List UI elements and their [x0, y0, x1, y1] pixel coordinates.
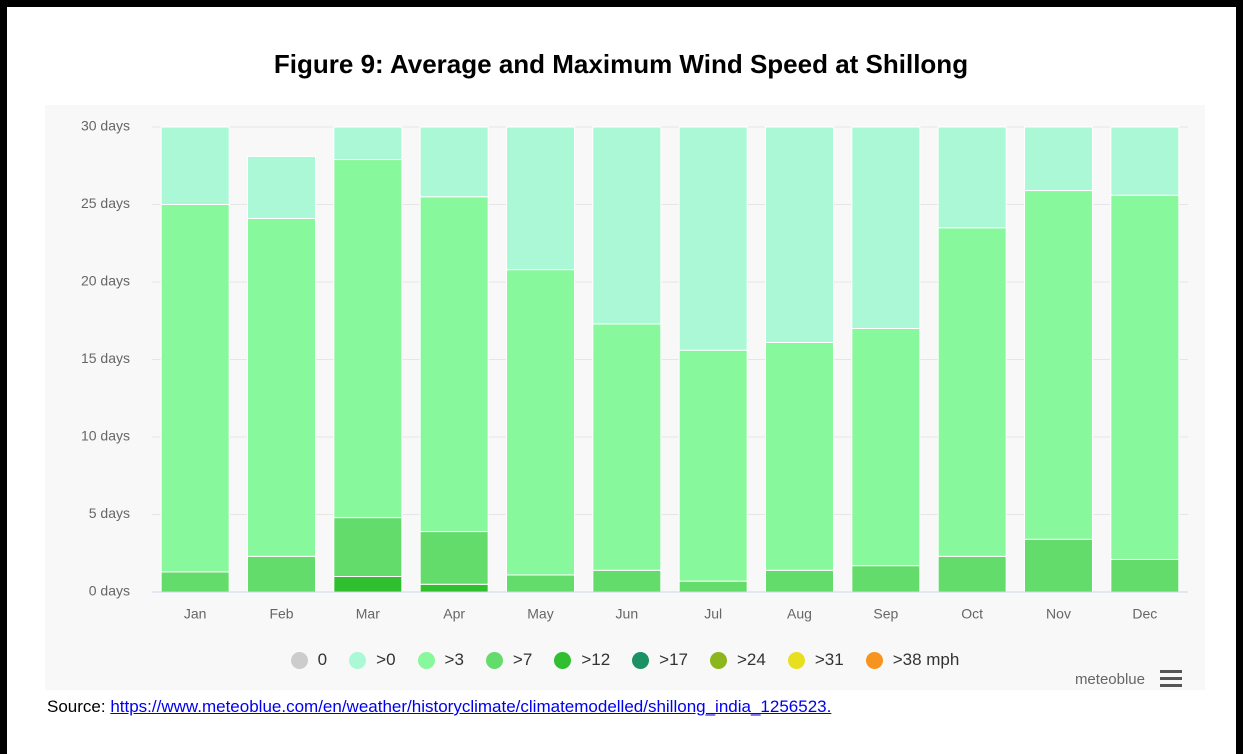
x-tick-label: Aug: [787, 606, 812, 622]
legend-label[interactable]: >3: [444, 650, 464, 669]
bar-segment: [1024, 538, 1093, 593]
bar-segment: [678, 126, 748, 351]
source: Source: https://www.meteoblue.com/en/wea…: [47, 697, 831, 717]
bar-segment: [419, 531, 489, 585]
bar-segment: [160, 126, 230, 205]
bar-segment: [247, 555, 316, 593]
x-tick-label: Jun: [616, 606, 639, 622]
bar-segment: [1024, 126, 1093, 192]
border-left: [0, 0, 7, 754]
bar-segment: [937, 555, 1007, 593]
bar-segment: [1110, 558, 1180, 593]
bar-segment: [592, 126, 662, 325]
legend-item[interactable]: >12: [554, 650, 610, 670]
bar-segment: [506, 269, 575, 576]
bar-segment: [419, 583, 489, 593]
legend-label[interactable]: 0: [317, 650, 328, 669]
bar-segment: [419, 196, 489, 533]
menu-icon[interactable]: [1160, 670, 1182, 687]
x-tick-label: May: [527, 606, 553, 622]
bar-segment: [765, 569, 834, 593]
legend-marker[interactable]: [710, 651, 727, 669]
legend-marker[interactable]: [632, 651, 650, 669]
y-tick-label: 5 days: [89, 505, 130, 521]
legend-label[interactable]: >12: [581, 650, 611, 669]
x-tick-label: Sep: [873, 606, 898, 622]
bar-segment: [592, 323, 662, 571]
bar-segment: [765, 126, 834, 343]
legend-item[interactable]: 0: [290, 650, 328, 670]
legend-item[interactable]: >17: [632, 650, 688, 670]
chart-title: Figure 9: Average and Maximum Wind Speed…: [274, 49, 968, 79]
legend-marker[interactable]: [349, 651, 367, 669]
legend-item[interactable]: >24: [710, 650, 766, 670]
legend-label[interactable]: >0: [376, 650, 396, 669]
bar-segment: [1024, 190, 1093, 540]
legend-item[interactable]: >3: [417, 650, 464, 670]
bar-segment: [765, 341, 834, 571]
legend: 0 >0 >3 >7 >12 >17 >24 >31 >38 mph: [45, 650, 1205, 670]
bar-segment: [247, 155, 316, 219]
legend-marker[interactable]: [485, 651, 503, 669]
bar-segment: [1110, 126, 1180, 196]
legend-item[interactable]: >0: [349, 650, 396, 670]
x-tick-label: Jan: [184, 606, 207, 622]
bar-segment: [419, 126, 489, 198]
bar-segment: [506, 574, 575, 593]
source-label: Source:: [47, 697, 106, 716]
legend-marker[interactable]: [290, 651, 308, 669]
bar-segment: [851, 328, 921, 567]
bar-segment: [851, 565, 921, 593]
y-tick-label: 20 days: [81, 273, 130, 289]
bar-segment: [592, 569, 662, 593]
legend-marker[interactable]: [865, 651, 883, 669]
bar-segment: [160, 571, 230, 593]
bar-segment: [160, 204, 230, 573]
legend-item[interactable]: >7: [485, 650, 533, 670]
bar-segment: [333, 517, 403, 577]
y-tick-label: 25 days: [81, 195, 130, 211]
menu-bar[interactable]: [1160, 684, 1182, 687]
bar-segment: [851, 126, 921, 329]
x-tick-label: Nov: [1046, 606, 1071, 622]
source-link[interactable]: https://www.meteoblue.com/en/weather/his…: [110, 697, 832, 716]
x-tick-label: Apr: [443, 606, 465, 622]
x-tick-label: Feb: [269, 606, 293, 622]
legend-label[interactable]: >7: [512, 650, 533, 669]
x-tick-label: Jul: [704, 606, 722, 622]
bar-segment: [333, 576, 403, 593]
legend-label[interactable]: >31: [814, 650, 844, 669]
y-tick-label: 0 days: [89, 583, 130, 599]
border-right: [1236, 0, 1243, 754]
menu-bar[interactable]: [1160, 670, 1182, 673]
bar-segment: [937, 227, 1007, 557]
y-tick-label: 30 days: [81, 118, 130, 134]
bar-segment: [333, 159, 403, 519]
legend-marker[interactable]: [417, 651, 435, 669]
bar-segment: [333, 126, 403, 161]
bar-segment: [678, 580, 748, 593]
legend-marker[interactable]: [787, 651, 805, 669]
legend-item[interactable]: >38 mph: [865, 650, 960, 670]
border-top: [0, 0, 1243, 7]
y-tick-label: 15 days: [81, 350, 130, 366]
menu-bar[interactable]: [1160, 677, 1182, 680]
legend-label[interactable]: >17: [659, 650, 688, 669]
x-tick-label: Mar: [356, 606, 380, 622]
bar-segment: [1110, 194, 1180, 560]
bar-segment: [937, 126, 1007, 229]
legend-label[interactable]: >24: [737, 650, 766, 669]
y-tick-label: 10 days: [81, 428, 130, 444]
legend-label[interactable]: >38 mph: [892, 650, 960, 669]
bar-segment: [506, 126, 575, 271]
credit: meteoblue: [1075, 671, 1145, 688]
bar-segment: [678, 349, 748, 582]
x-tick-label: Oct: [961, 606, 983, 622]
bar-segment: [247, 217, 316, 557]
legend-item[interactable]: >31: [787, 650, 844, 670]
legend-marker[interactable]: [554, 651, 572, 669]
x-tick-label: Dec: [1132, 606, 1157, 622]
